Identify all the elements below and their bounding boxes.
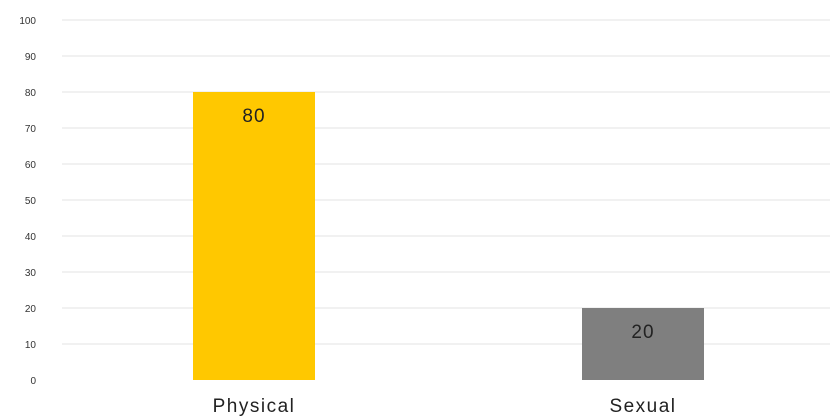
y-tick-label: 50 bbox=[25, 196, 37, 207]
category-label-sexual: Sexual bbox=[609, 396, 676, 416]
y-tick-label: 30 bbox=[25, 268, 37, 279]
y-tick-label: 10 bbox=[25, 340, 37, 351]
y-tick-label: 0 bbox=[30, 376, 36, 387]
bar-physical bbox=[193, 92, 315, 380]
y-tick-label: 80 bbox=[25, 88, 37, 99]
y-tick-label: 40 bbox=[25, 232, 37, 243]
data-label-sexual: 20 bbox=[631, 322, 654, 343]
y-tick-label: 60 bbox=[25, 160, 37, 171]
data-labels: 80 20 bbox=[242, 106, 654, 343]
bars bbox=[193, 92, 704, 380]
y-tick-label: 70 bbox=[25, 124, 37, 135]
y-axis-ticks: 0 10 20 30 40 50 60 70 80 90 100 bbox=[19, 16, 36, 387]
y-tick-label: 20 bbox=[25, 304, 37, 315]
gridlines bbox=[62, 19, 830, 345]
x-axis-categories: Physical Sexual bbox=[213, 396, 676, 416]
y-tick-label: 100 bbox=[19, 16, 36, 27]
data-label-physical: 80 bbox=[242, 106, 265, 127]
category-label-physical: Physical bbox=[213, 396, 296, 416]
y-tick-label: 90 bbox=[25, 52, 37, 63]
bar-sexual bbox=[582, 308, 704, 380]
